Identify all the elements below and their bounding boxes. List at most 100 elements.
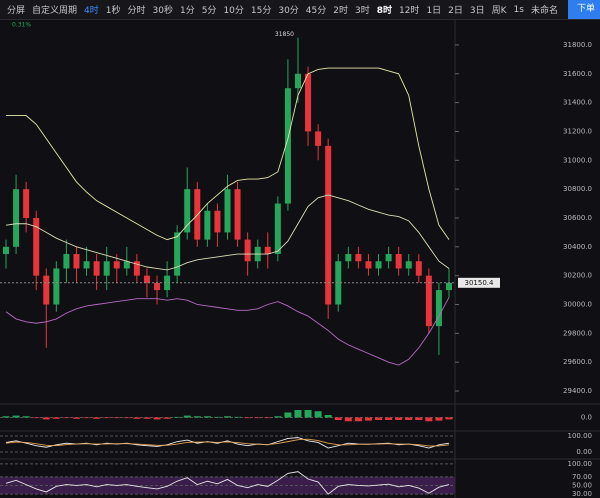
- candle-body: [264, 246, 271, 255]
- histogram-bar: [395, 417, 403, 420]
- candle-body: [164, 275, 171, 291]
- y-tick-label: 30600.0: [563, 214, 592, 222]
- candle-body: [63, 254, 70, 269]
- histogram-bar: [435, 417, 443, 421]
- y-tick-label: 30800.0: [563, 185, 592, 193]
- candle-body: [315, 131, 322, 146]
- candle-body: [446, 282, 452, 291]
- histogram-bar: [314, 411, 322, 418]
- indicator-line: [5, 297, 450, 366]
- candle-body: [204, 210, 211, 240]
- histogram-bar: [405, 417, 413, 420]
- indicator-line: [5, 437, 450, 449]
- y-tick-label: 30200.0: [563, 272, 592, 280]
- y-tick-label: 31200.0: [563, 127, 592, 135]
- period-tab[interactable]: 45分: [305, 6, 327, 16]
- histogram-bar: [143, 417, 151, 419]
- candle-body: [305, 73, 312, 132]
- candle-body: [143, 275, 150, 283]
- y-tick-label: 0.0: [581, 414, 592, 422]
- candle-body: [154, 282, 161, 291]
- candle-body: [234, 189, 241, 240]
- histogram-bar: [93, 417, 101, 419]
- candle-body: [13, 189, 20, 247]
- period-tab[interactable]: 1日: [426, 6, 442, 16]
- period-tab[interactable]: 3时: [354, 6, 370, 16]
- y-tick-label: 70.00: [572, 473, 592, 481]
- histogram-bar: [52, 417, 60, 419]
- period-tab[interactable]: 3日: [469, 6, 485, 16]
- histogram-bar: [2, 416, 10, 418]
- max-price-label: 31850: [275, 31, 294, 38]
- histogram-bar: [42, 417, 50, 420]
- candle-body: [224, 189, 231, 233]
- histogram-bar: [173, 416, 181, 418]
- candle-body: [335, 261, 342, 305]
- order-button[interactable]: 下单: [567, 0, 600, 19]
- histogram-bar: [83, 417, 91, 419]
- histogram-bar: [415, 417, 423, 420]
- y-tick-label: 29800.0: [563, 329, 592, 337]
- histogram-bar: [254, 417, 262, 419]
- histogram-bar: [234, 416, 242, 418]
- candle-body: [83, 261, 90, 269]
- period-tab[interactable]: 2日: [448, 6, 463, 16]
- candle-body: [93, 261, 100, 276]
- histogram-bar: [244, 417, 252, 419]
- period-tab[interactable]: 1分: [179, 6, 195, 16]
- histogram-bar: [344, 417, 352, 422]
- indicator-line: [5, 438, 450, 447]
- candle-body: [123, 261, 130, 269]
- period-tab[interactable]: 8时: [376, 6, 392, 16]
- period-tab[interactable]: 4时: [84, 6, 99, 16]
- period-tab[interactable]: 自定义周期: [32, 6, 78, 16]
- candle-body: [385, 254, 392, 262]
- histogram-bar: [425, 417, 433, 422]
- period-tab[interactable]: 30秒: [152, 6, 173, 16]
- histogram-bar: [153, 417, 161, 420]
- toolbar-item[interactable]: 1s: [513, 4, 524, 15]
- candle-body: [395, 254, 402, 269]
- y-tick-label: 31600.0: [563, 70, 592, 78]
- histogram-bar: [113, 417, 121, 419]
- y-tick-label: 100.00: [568, 432, 593, 440]
- histogram-bar: [22, 416, 30, 418]
- histogram-bar: [304, 410, 312, 418]
- period-tab[interactable]: 1秒: [105, 6, 121, 16]
- candle-body: [73, 254, 80, 269]
- candle-body: [294, 73, 301, 89]
- period-tab[interactable]: 分屏: [7, 6, 26, 16]
- candle-body: [405, 261, 412, 269]
- period-tab[interactable]: 5分: [201, 6, 217, 16]
- y-tick-label: 30000.0: [563, 300, 592, 308]
- histogram-bar: [364, 417, 372, 421]
- histogram-bar: [224, 416, 231, 418]
- candle-body: [244, 239, 251, 262]
- y-tick-label: 31400.0: [563, 99, 592, 107]
- last-price-box: [458, 277, 500, 288]
- toolbar-item[interactable]: 未命名: [530, 6, 558, 16]
- period-tab[interactable]: 分时: [127, 6, 146, 16]
- histogram-bar: [32, 417, 40, 419]
- y-tick-label: 100.00: [568, 460, 593, 468]
- candle-body: [184, 189, 191, 233]
- period-tab[interactable]: 周K: [491, 6, 507, 16]
- toolbar: 分屏 自定义周期 4时 1秒 分时 30秒 1分 5分 10分 15分 30分 45分 2时 3时 8时 12…: [0, 0, 600, 20]
- histogram-bar: [62, 417, 70, 419]
- histogram-bar: [123, 417, 131, 419]
- histogram-bar: [72, 417, 80, 419]
- histogram-bar: [284, 412, 292, 418]
- candle-body: [214, 210, 221, 233]
- period-tab[interactable]: 15分: [250, 6, 272, 16]
- period-tab[interactable]: 2时: [333, 6, 348, 16]
- period-tab[interactable]: 10分: [223, 6, 244, 16]
- indicator-line: [5, 471, 450, 495]
- y-tick-label: 31000.0: [563, 156, 592, 164]
- candle-body: [415, 261, 422, 276]
- candle-body: [274, 203, 281, 255]
- period-tab[interactable]: 30分: [278, 6, 299, 16]
- candle-body: [425, 275, 432, 327]
- y-tick-label: 30.00: [572, 490, 592, 498]
- last-price-label: 30150.4: [465, 279, 494, 287]
- period-tab[interactable]: 12时: [398, 6, 420, 16]
